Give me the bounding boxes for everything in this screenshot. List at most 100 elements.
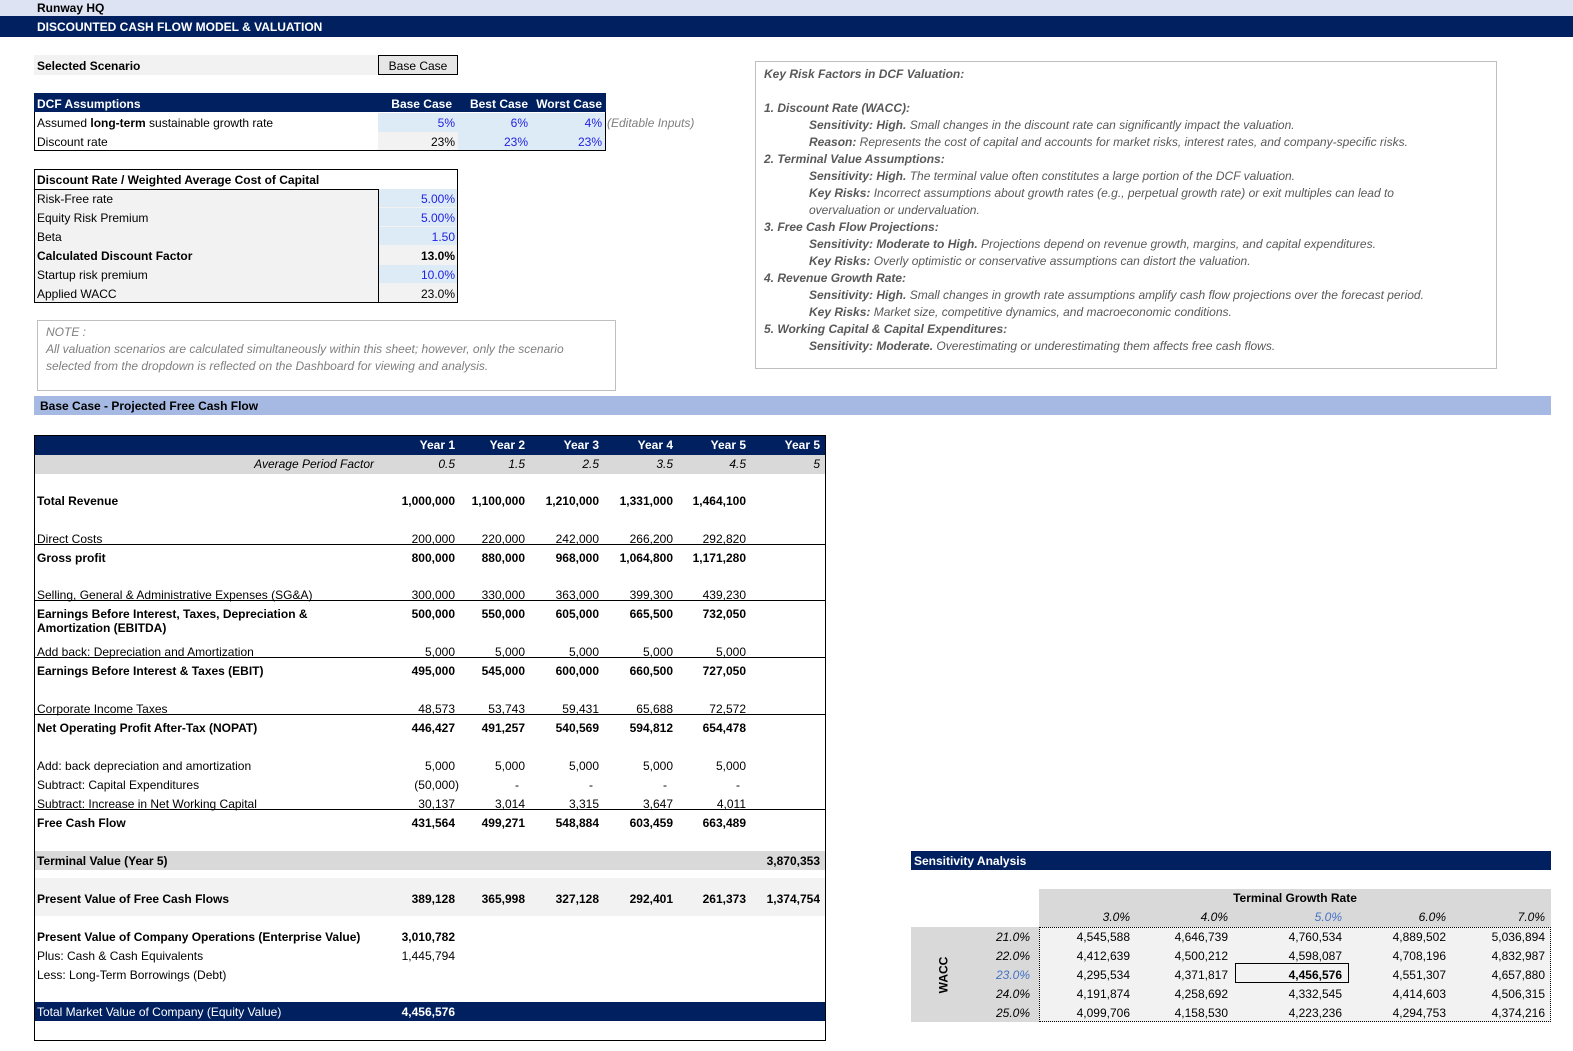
company-bar xyxy=(0,0,1573,16)
row-divider xyxy=(35,544,825,545)
fcf-value: 1,100,000 xyxy=(471,494,525,508)
risk-line-text: Overly optimistic or conservative assump… xyxy=(870,254,1251,268)
discount-worst-input[interactable]: 23% xyxy=(577,135,602,149)
fcf-value: 48,573 xyxy=(418,702,455,716)
fcf-row-label: Earnings Before Interest, Taxes, Depreci… xyxy=(37,607,308,635)
wacc-input[interactable]: 5.00% xyxy=(420,211,455,225)
growth-rate-header-cell: 5.0% xyxy=(1314,910,1342,924)
dcf-assumptions-title: DCF Assumptions xyxy=(37,97,141,111)
fcf-row-label: Corporate Income Taxes xyxy=(37,702,168,716)
risk-line-heading: 1. Discount Rate (WACC): xyxy=(764,101,911,115)
fcf-value: 968,000 xyxy=(555,551,599,565)
total-row-bg xyxy=(35,1002,825,1021)
fcf-row-label: Terminal Value (Year 5) xyxy=(37,854,168,868)
growth-worst-input[interactable]: 4% xyxy=(584,116,602,130)
fcf-value: 5,000 xyxy=(494,645,525,659)
growth-label-post: sustainable growth rate xyxy=(145,116,274,130)
fcf-value: 5,000 xyxy=(715,645,746,659)
fcf-value: 65,688 xyxy=(636,702,673,716)
period-factor: 3.5 xyxy=(656,457,673,471)
fcf-value: 389,128 xyxy=(411,892,455,906)
company-name: Runway HQ xyxy=(37,1,105,15)
note-box: NOTE : All valuation scenarios are calcu… xyxy=(37,320,616,391)
note-title: NOTE : xyxy=(46,325,87,339)
year-header: Year 4 xyxy=(637,438,673,452)
wacc-input-bg xyxy=(379,189,457,207)
sensitivity-value: 4,551,307 xyxy=(1392,968,1446,982)
fcf-value: 1,331,000 xyxy=(619,494,673,508)
wacc-rate-header-cell: 22.0% xyxy=(995,949,1030,963)
fcf-header-row xyxy=(35,436,825,455)
sensitivity-value: 4,456,576 xyxy=(1288,968,1342,982)
scenario-dropdown[interactable]: Base Case xyxy=(378,55,458,75)
sensitivity-value: 4,332,545 xyxy=(1288,987,1342,1001)
fcf-value: 545,000 xyxy=(481,664,525,678)
risk-line-heading: Key Risks: xyxy=(809,186,871,200)
fcf-value: 59,431 xyxy=(562,702,599,716)
wacc-rate-header-cell: 23.0% xyxy=(995,968,1030,982)
scenario-label-cell xyxy=(34,55,378,75)
row-divider xyxy=(35,600,825,601)
fcf-row-label: Add: back depreciation and amortization xyxy=(37,759,252,773)
fcf-row-label: Total Revenue xyxy=(37,494,119,508)
discount-base-value: 23% xyxy=(430,135,455,149)
fcf-value: 220,000 xyxy=(481,532,525,546)
risk-line: 2. Terminal Value Assumptions: xyxy=(764,152,945,166)
fcf-value: 5,000 xyxy=(568,645,599,659)
risk-line-text: Overestimating or underestimating them a… xyxy=(933,339,1276,353)
sensitivity-value: 4,646,739 xyxy=(1174,930,1228,944)
risk-line: 1. Discount Rate (WACC): xyxy=(764,101,910,115)
sensitivity-value: 4,223,236 xyxy=(1288,1006,1342,1020)
wacc-rate-header-cell: 21.0% xyxy=(995,930,1030,944)
period-factor: 0.5 xyxy=(438,457,455,471)
fcf-value: 600,000 xyxy=(555,664,599,678)
wacc-row-label: Calculated Discount Factor xyxy=(37,249,193,263)
growth-rate-header-cell: 4.0% xyxy=(1200,910,1228,924)
period-factor: 4.5 xyxy=(729,457,746,471)
fcf-table xyxy=(34,435,826,1041)
period-factor: 2.5 xyxy=(582,457,599,471)
risk-line: overvaluation or undervaluation. xyxy=(809,203,980,217)
wacc-input[interactable]: 1.50 xyxy=(431,230,455,244)
fcf-value: (50,000) xyxy=(414,778,459,792)
fcf-value: 330,000 xyxy=(481,588,525,602)
row-divider xyxy=(35,714,825,715)
wacc-input[interactable]: 5.00% xyxy=(420,192,455,206)
fcf-value: 3,014 xyxy=(494,797,525,811)
fcf-value: 491,257 xyxy=(481,721,525,735)
wacc-input[interactable]: 10.0% xyxy=(420,268,455,282)
sensitivity-value: 4,295,534 xyxy=(1076,968,1130,982)
risk-line-text: overvaluation or undervaluation. xyxy=(809,203,980,217)
wacc-row-label: Startup risk premium xyxy=(37,268,148,282)
wacc-rate-header-cell: 24.0% xyxy=(995,987,1030,1001)
sensitivity-header xyxy=(911,851,1551,870)
risk-factors-title: Key Risk Factors in DCF Valuation: xyxy=(764,67,965,81)
sensitivity-value: 4,760,534 xyxy=(1288,930,1342,944)
fcf-value: 3,870,353 xyxy=(766,854,820,868)
risk-line-text: Projections depend on revenue growth, ma… xyxy=(977,237,1376,251)
growth-rate-label: Assumed long-term sustainable growth rat… xyxy=(37,116,273,130)
fcf-value: 3,010,782 xyxy=(401,930,455,944)
sensitivity-value: 4,832,987 xyxy=(1491,949,1545,963)
risk-line-heading: Reason: xyxy=(809,135,857,149)
fcf-value: 242,000 xyxy=(555,532,599,546)
year-header: Year 1 xyxy=(419,438,455,452)
fcf-value: 365,998 xyxy=(481,892,525,906)
fcf-row-label: Direct Costs xyxy=(37,532,103,546)
risk-line-heading: 2. Terminal Value Assumptions: xyxy=(764,152,945,166)
fcf-section-title: Base Case - Projected Free Cash Flow xyxy=(40,399,259,413)
discount-best-input[interactable]: 23% xyxy=(503,135,528,149)
fcf-value: - xyxy=(736,778,740,792)
wacc-input-bg xyxy=(379,208,457,226)
sensitivity-value: 4,099,706 xyxy=(1076,1006,1130,1020)
risk-line-heading: Sensitivity: Moderate to High. xyxy=(809,237,978,251)
note-line-1: All valuation scenarios are calculated s… xyxy=(46,342,564,356)
fcf-value: 292,820 xyxy=(702,532,746,546)
fcf-value: 594,812 xyxy=(629,721,673,735)
fcf-section-band xyxy=(34,396,1551,415)
wacc-row-label: Equity Risk Premium xyxy=(37,211,149,225)
wacc-rate-header-cell: 25.0% xyxy=(995,1006,1030,1020)
growth-base-input[interactable]: 5% xyxy=(437,116,455,130)
growth-best-input[interactable]: 6% xyxy=(510,116,528,130)
risk-line: Sensitivity: Moderate. Overestimating or… xyxy=(809,339,1275,353)
